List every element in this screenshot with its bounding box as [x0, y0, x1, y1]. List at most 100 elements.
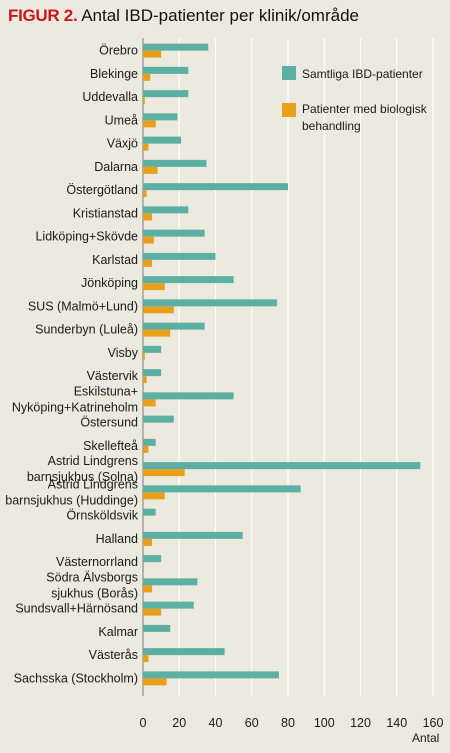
x-axis-label: Antal — [412, 731, 439, 745]
category-label: Blekinge — [90, 67, 138, 81]
legend-swatch-bio — [282, 103, 296, 117]
bar-bio — [143, 608, 162, 616]
bar-all — [143, 555, 162, 563]
title-text: Antal IBD-patienter per klinik/område — [81, 6, 359, 25]
bar-bio — [143, 236, 154, 244]
category-label: Visby — [108, 346, 139, 360]
x-tick-label: 140 — [386, 716, 407, 730]
bar-all — [143, 601, 194, 609]
category-labels: Örebro Blekinge Uddevalla Umeå Växjö Dalarna Ö… — [5, 44, 138, 686]
bar-bio — [143, 538, 153, 546]
bar-bio — [143, 492, 165, 500]
bar-bio — [143, 678, 167, 686]
bar-all — [143, 345, 162, 353]
bar-bio — [143, 120, 156, 128]
bar-bio — [143, 655, 149, 663]
category-label: Eskilstuna+ Nyköping+Katrineholm — [12, 384, 138, 414]
bar-all — [143, 252, 216, 260]
bar-all — [143, 369, 162, 377]
bar-bio — [143, 469, 185, 477]
bar-bio — [143, 190, 147, 198]
legend-label-all: Samtliga IBD-patienter — [302, 67, 423, 81]
chart-title: FIGUR 2. Antal IBD-patienter per klinik/… — [8, 6, 359, 26]
x-tick-label: 160 — [423, 716, 444, 730]
bar-bio — [143, 283, 165, 291]
category-label: Växjö — [107, 137, 138, 151]
category-label: Astrid Lindgrens barnsjukhus (Huddinge) — [5, 477, 138, 507]
bar-all — [143, 322, 205, 330]
x-tick-label: 60 — [245, 716, 259, 730]
category-label: Sundsvall+Härnösand — [15, 602, 138, 616]
bar-bio — [143, 352, 145, 360]
category-label: Sunderbyn (Luleå) — [35, 323, 138, 337]
category-label: Örnsköldsvik — [66, 509, 138, 523]
category-label: Västervik — [87, 369, 139, 383]
bar-bio — [143, 166, 158, 174]
bar-all — [143, 276, 234, 284]
category-label: SUS (Malmö+Lund) — [28, 299, 138, 313]
category-label: Västerås — [89, 648, 138, 662]
legend-swatch-all — [282, 66, 296, 80]
bars — [143, 43, 421, 686]
category-label: Östersund — [80, 416, 138, 430]
bar-bio — [143, 213, 153, 221]
category-label: Astrid Lindgrens barnsjukhus (Solna) — [27, 454, 138, 484]
bar-bio — [143, 306, 174, 314]
category-label: Västernorrland — [56, 555, 138, 569]
bar-all — [143, 183, 288, 191]
category-label: Södra Älvsborgs sjukhus (Borås) — [46, 570, 138, 600]
x-tick-label: 100 — [314, 716, 335, 730]
bar-all — [143, 485, 301, 493]
bar-bio — [143, 50, 162, 58]
bar-bio — [143, 329, 171, 337]
bar-bio — [143, 73, 151, 81]
category-label: Örebro — [99, 44, 138, 58]
bar-all — [143, 206, 189, 214]
bar-all — [143, 43, 209, 51]
bar-all — [143, 136, 182, 144]
bar-bio — [143, 97, 145, 105]
category-label: Umeå — [105, 113, 138, 127]
figure-label: FIGUR 2. — [8, 6, 78, 25]
category-label: Östergötland — [66, 183, 138, 197]
category-label: Skellefteå — [83, 439, 138, 453]
bar-bio — [143, 259, 153, 267]
category-label: Sachsska (Stockholm) — [14, 671, 138, 685]
bar-all — [143, 508, 156, 516]
bar-all — [143, 229, 205, 237]
bar-all — [143, 671, 279, 679]
bar-all — [143, 415, 174, 423]
category-label: Halland — [96, 532, 138, 546]
legend-label-bio: Patienter med biologisk behandling — [302, 102, 430, 133]
bar-all — [143, 392, 234, 400]
bar-all — [143, 462, 421, 470]
bar-bio — [143, 585, 153, 593]
bar-bio — [143, 445, 149, 453]
legend: Samtliga IBD-patienter Patienter med bio… — [282, 66, 430, 133]
bar-bio — [143, 376, 147, 384]
category-label: Kalmar — [98, 625, 138, 639]
category-label: Dalarna — [94, 160, 138, 174]
category-label: Karlstad — [92, 253, 138, 267]
bar-all — [143, 531, 243, 539]
category-label: Kristianstad — [73, 206, 138, 220]
bar-all — [143, 648, 225, 656]
category-label: Lidköping+Skövde — [35, 230, 138, 244]
x-tick-label: 120 — [350, 716, 371, 730]
x-tick-label: 0 — [140, 716, 147, 730]
gridlines — [142, 38, 434, 696]
bar-all — [143, 66, 189, 74]
category-label: Uddevalla — [82, 90, 138, 104]
bar-all — [143, 578, 198, 586]
bar-all — [143, 624, 171, 632]
bar-bio — [143, 143, 149, 151]
bar-all — [143, 299, 278, 307]
bar-all — [143, 438, 156, 446]
x-tick-label: 20 — [172, 716, 186, 730]
category-label: Jönköping — [81, 276, 138, 290]
bar-all — [143, 159, 207, 167]
bar-all — [143, 90, 189, 98]
bar-bio — [143, 399, 156, 407]
x-tick-label: 40 — [209, 716, 223, 730]
